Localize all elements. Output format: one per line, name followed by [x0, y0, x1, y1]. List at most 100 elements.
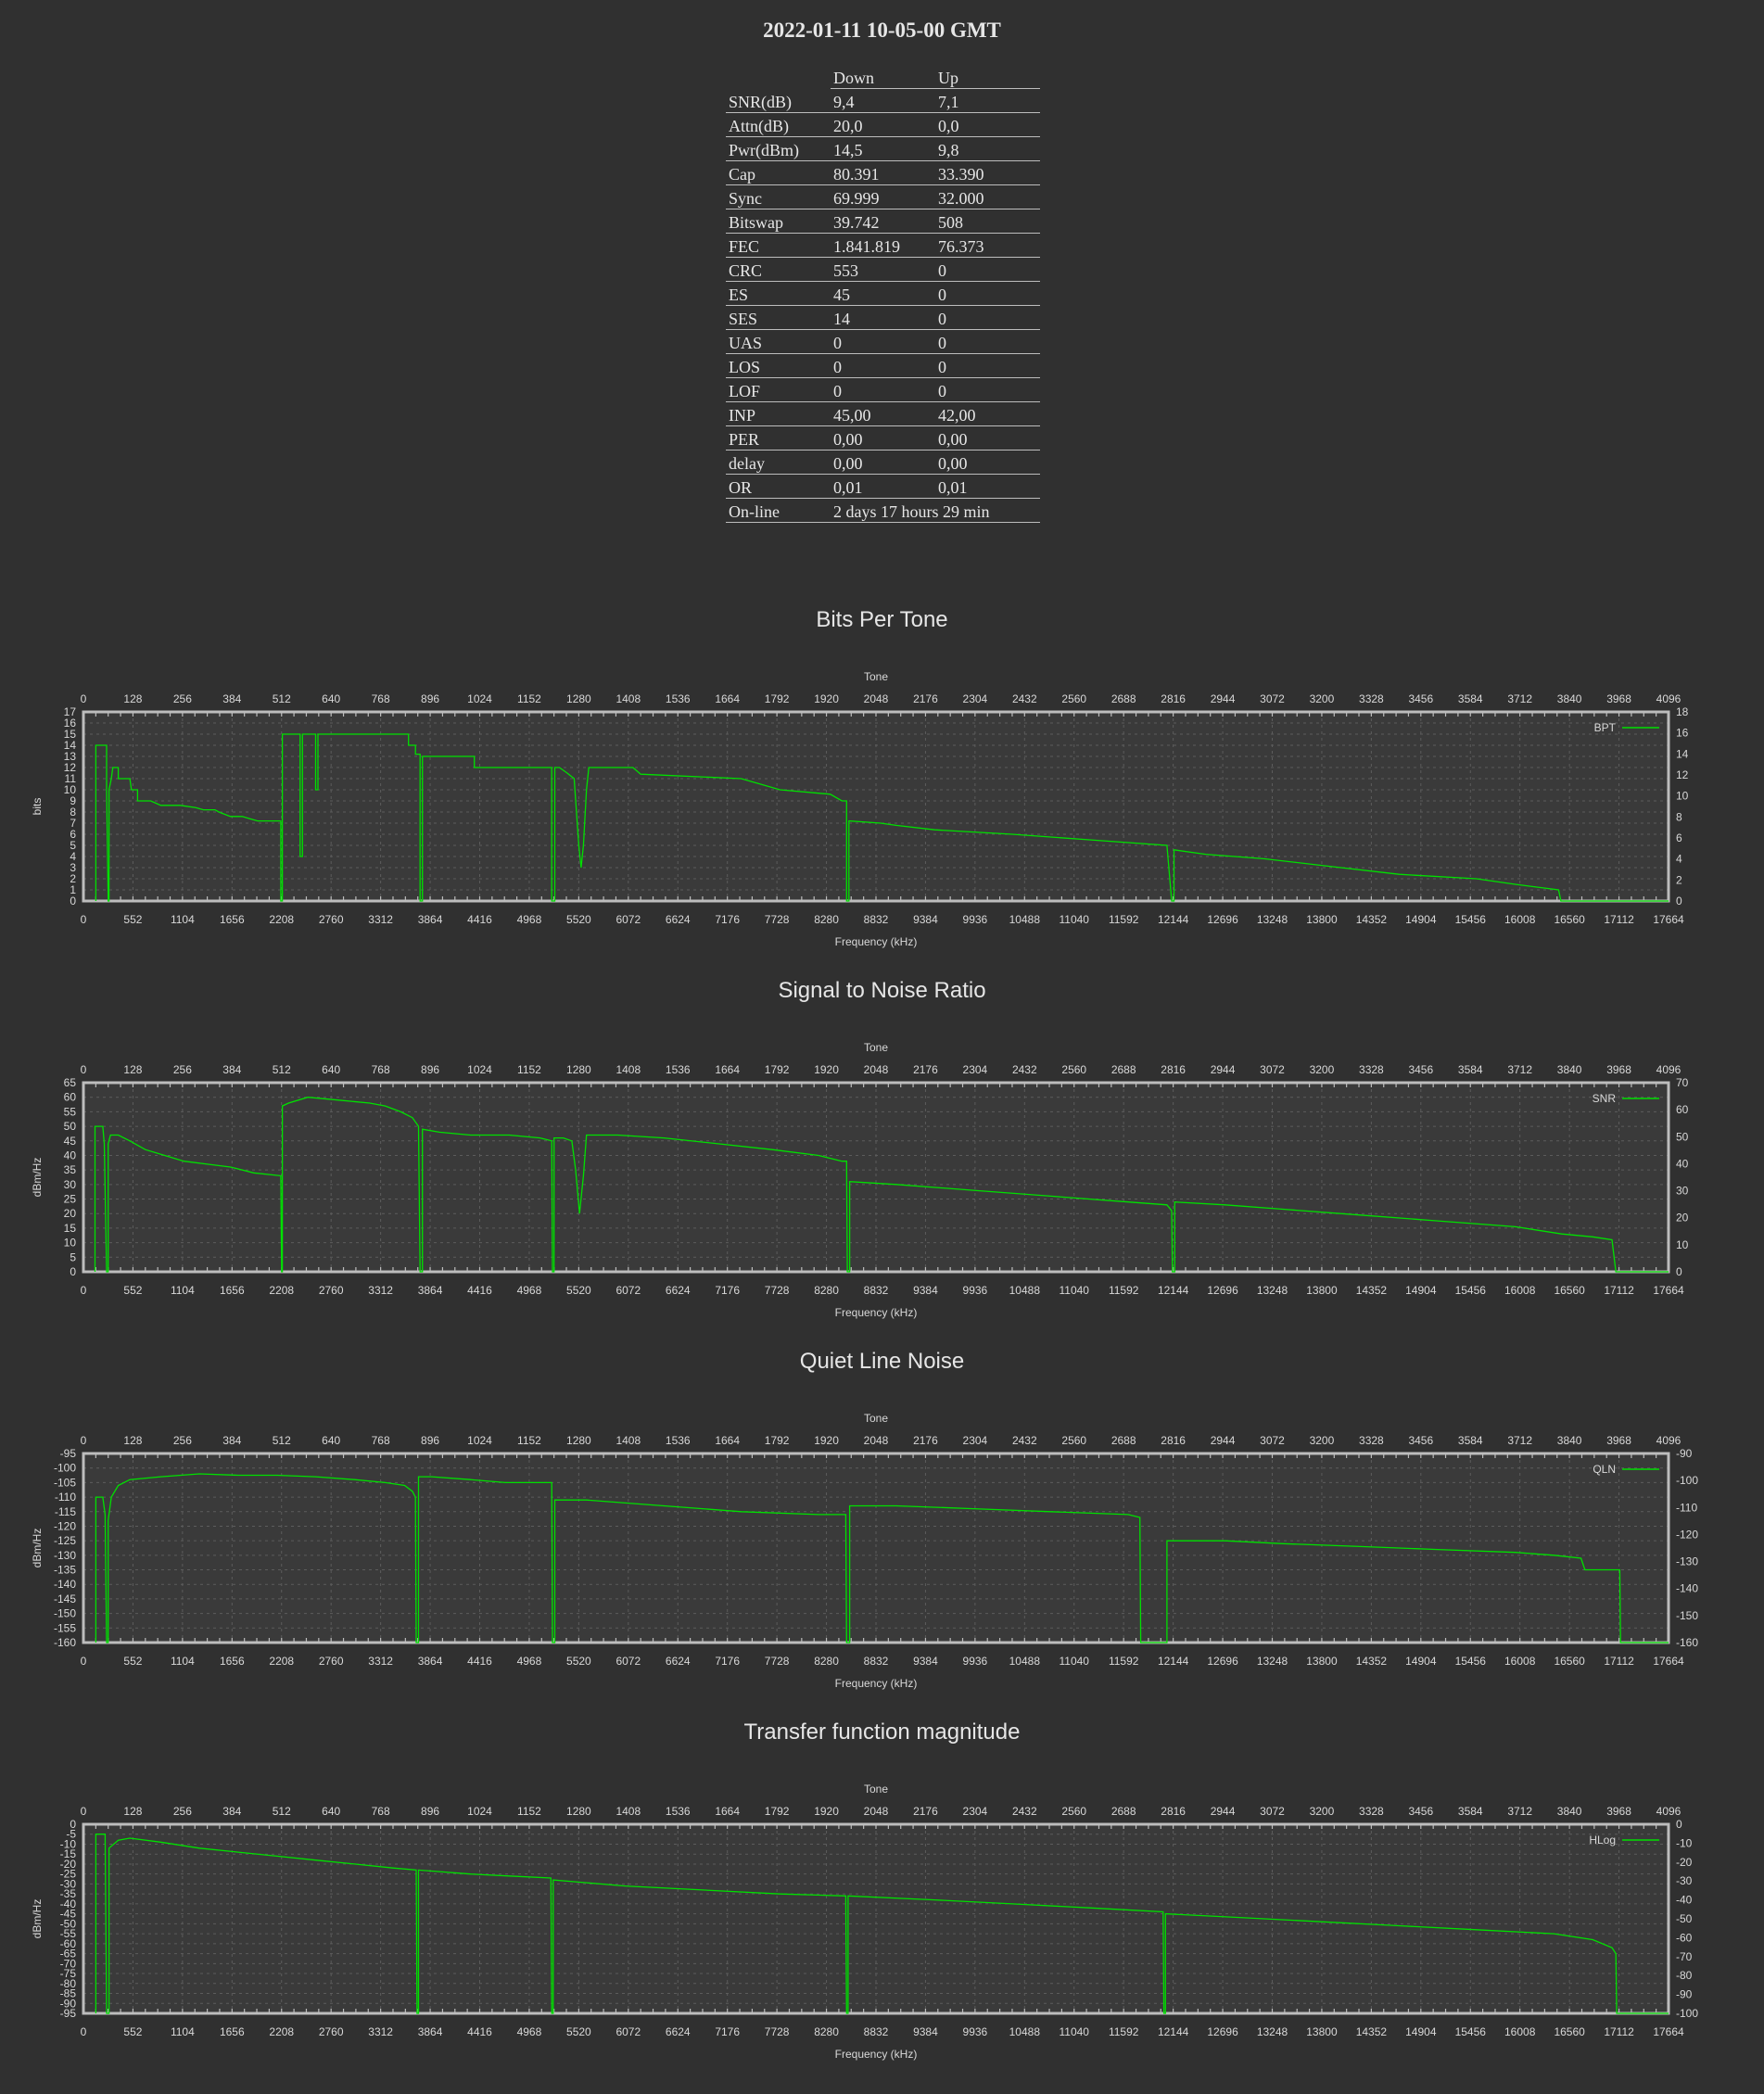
x-bottom-tick-label: 15456	[1455, 913, 1487, 926]
x-bottom-tick-label: 14904	[1405, 913, 1437, 926]
x-axis-label: Frequency (kHz)	[835, 1677, 918, 1690]
y-right-tick-label: -90	[1676, 1988, 1693, 2001]
x-top-tick-label: 1280	[566, 692, 591, 705]
y-right-tick-label: -90	[1676, 1447, 1693, 1460]
stats-row-up: 0	[935, 377, 1040, 402]
x-top-tick-label: 3840	[1557, 1063, 1582, 1076]
y-right-tick-label: 6	[1676, 831, 1682, 844]
y-right-tick-label: 10	[1676, 1238, 1689, 1251]
x-axis-label: Frequency (kHz)	[835, 2048, 918, 2061]
x-top-tick-label: 1792	[765, 1434, 790, 1447]
x-bottom-tick-label: 13800	[1306, 913, 1338, 926]
x-bottom-tick-label: 3312	[368, 2025, 393, 2038]
x-bottom-tick-label: 11040	[1060, 1284, 1090, 1297]
y-left-tick-label: 0	[70, 1265, 76, 1278]
x-bottom-tick-label: 3312	[368, 913, 393, 926]
x-bottom-tick-label: 14904	[1405, 1655, 1437, 1668]
x-top-tick-label: 1664	[715, 1805, 740, 1818]
stats-row-up: 0	[935, 305, 1040, 330]
x-bottom-tick-label: 1104	[171, 1655, 195, 1668]
legend-label: QLN	[1593, 1463, 1616, 1476]
stats-row-up: 42,00	[935, 401, 1040, 426]
top-axis-label: Tone	[864, 1412, 888, 1425]
y-left-tick-label: -40	[60, 1897, 77, 1910]
y-left-tick-label: 16	[64, 717, 77, 730]
y-left-tick-label: -80	[60, 1977, 77, 1990]
y-left-tick-label: -125	[54, 1534, 76, 1547]
y-axis-label: dBm/Hz	[31, 1158, 44, 1198]
x-bottom-tick-label: 1656	[220, 1284, 245, 1297]
stats-row-label: INP	[726, 401, 831, 426]
x-bottom-tick-label: 12696	[1207, 2025, 1238, 2038]
stats-row-down: 0,00	[831, 425, 935, 451]
x-top-tick-label: 3712	[1507, 1063, 1532, 1076]
y-right-tick-label: 0	[1676, 1818, 1682, 1831]
y-left-tick-label: -145	[54, 1593, 76, 1605]
y-right-tick-label: 0	[1676, 895, 1682, 907]
x-bottom-tick-label: 17112	[1604, 913, 1634, 926]
stats-row-up: 76.373	[935, 233, 1040, 258]
stats-row-label: Sync	[726, 184, 831, 209]
x-bottom-tick-label: 10488	[1009, 2025, 1041, 2038]
x-bottom-tick-label: 14904	[1405, 1284, 1437, 1297]
stats-row-label: CRC	[726, 257, 831, 282]
stats-row: INP 45,00 42,00	[726, 401, 1040, 426]
x-top-tick-label: 2944	[1211, 1805, 1236, 1818]
x-top-tick-label: 2176	[913, 1805, 938, 1818]
y-right-tick-label: 20	[1676, 1212, 1689, 1225]
x-bottom-tick-label: 12696	[1207, 1655, 1238, 1668]
x-top-tick-label: 512	[273, 1805, 291, 1818]
x-bottom-tick-label: 4968	[517, 1655, 542, 1668]
x-top-tick-label: 2560	[1061, 1063, 1086, 1076]
x-bottom-tick-label: 3312	[368, 1655, 393, 1668]
stats-row: UAS 0 0	[726, 329, 1040, 354]
y-right-tick-label: 30	[1676, 1185, 1689, 1198]
x-top-tick-label: 640	[322, 1434, 340, 1447]
stats-row: CRC 553 0	[726, 257, 1040, 282]
y-left-tick-label: -120	[54, 1519, 76, 1532]
x-top-tick-label: 3456	[1408, 692, 1433, 705]
stats-row-value: 2 days 17 hours 29 min	[831, 498, 1040, 523]
x-top-tick-label: 2944	[1211, 1434, 1236, 1447]
x-top-tick-label: 768	[372, 692, 390, 705]
stats-row-up: 0,0	[935, 112, 1040, 137]
series-line-bpt	[95, 733, 1669, 902]
x-top-tick-label: 1536	[666, 1434, 691, 1447]
x-top-tick-label: 3328	[1359, 1805, 1384, 1818]
x-bottom-tick-label: 552	[123, 1655, 142, 1668]
y-left-tick-label: 0	[70, 1818, 76, 1831]
y-left-tick-label: 4	[70, 850, 76, 863]
stats-row-up: 33.390	[935, 160, 1040, 185]
x-top-tick-label: 640	[322, 1063, 340, 1076]
x-top-tick-label: 3200	[1310, 1063, 1335, 1076]
x-bottom-tick-label: 6624	[666, 913, 691, 926]
y-right-tick-label: -130	[1676, 1555, 1698, 1568]
x-bottom-tick-label: 13248	[1257, 1284, 1288, 1297]
x-top-tick-label: 1920	[814, 1063, 839, 1076]
x-top-tick-label: 2944	[1211, 692, 1236, 705]
x-top-tick-label: 128	[123, 1805, 142, 1818]
x-top-tick-label: 2176	[913, 1063, 938, 1076]
plot-frame	[82, 710, 1670, 903]
y-left-tick-label: 55	[64, 1105, 77, 1118]
x-top-tick-label: 1408	[615, 692, 641, 705]
stats-row: delay 0,00 0,00	[726, 450, 1040, 475]
x-top-tick-label: 1152	[517, 1434, 541, 1447]
stats-row: Pwr(dBm) 14,5 9,8	[726, 136, 1040, 161]
x-bottom-tick-label: 8280	[814, 1655, 839, 1668]
stats-row-down: 39.742	[831, 209, 935, 234]
x-axis-label: Frequency (kHz)	[835, 935, 918, 948]
y-left-tick-label: 60	[64, 1091, 77, 1104]
y-axis-label: dBm/Hz	[31, 1899, 44, 1939]
y-right-tick-label: -150	[1676, 1609, 1698, 1622]
y-left-tick-label: 9	[70, 794, 76, 807]
x-bottom-tick-label: 9384	[913, 1655, 938, 1668]
x-bottom-tick-label: 16008	[1504, 1284, 1536, 1297]
stats-row-down: 0	[831, 353, 935, 378]
x-top-tick-label: 2048	[864, 1063, 889, 1076]
y-left-tick-label: -5	[66, 1828, 76, 1841]
y-left-tick-label: -95	[60, 2007, 77, 2020]
stats-row-down: 0	[831, 329, 935, 354]
x-bottom-tick-label: 8832	[864, 1655, 889, 1668]
x-bottom-tick-label: 6624	[666, 2025, 691, 2038]
